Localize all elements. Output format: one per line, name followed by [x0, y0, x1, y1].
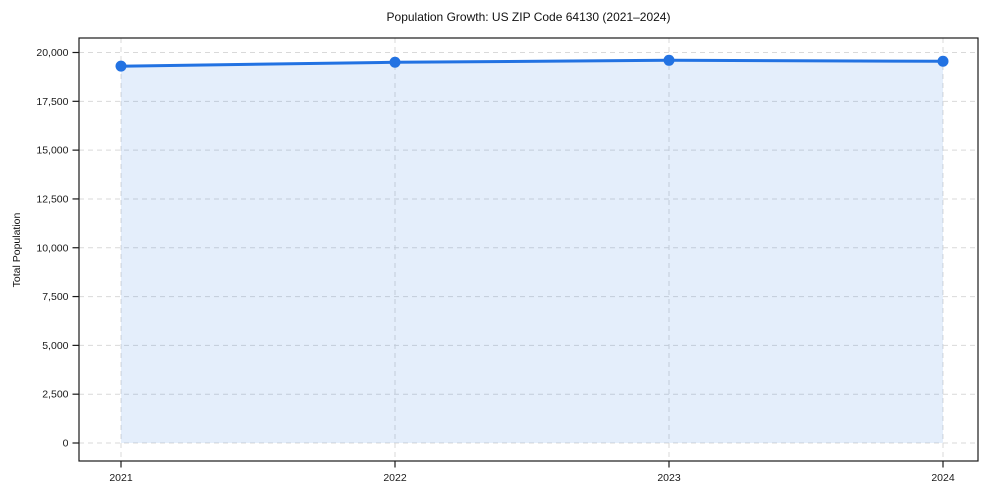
y-tick-label: 15,000: [36, 145, 68, 157]
y-tick-label: 10,000: [36, 242, 68, 254]
y-tick-label: 5,000: [42, 340, 68, 352]
plot-frame: [78, 37, 979, 462]
y-tick-label: 17,500: [36, 96, 68, 108]
area-fill: [121, 60, 943, 444]
y-tick-label: 0: [63, 438, 69, 450]
data-point-2024: [937, 55, 949, 67]
data-point-2023: [663, 54, 675, 66]
x-tick-label: 2022: [383, 472, 407, 484]
x-tick-label: 2021: [109, 472, 133, 484]
data-point-2022: [389, 56, 401, 68]
x-tick-label: 2024: [931, 472, 955, 484]
y-tick-label: 20,000: [36, 47, 68, 59]
y-tick-label: 2,500: [42, 389, 68, 401]
y-tick-label: 12,500: [36, 193, 68, 205]
trend-line: [119, 58, 945, 68]
chart-title: Population Growth: US ZIP Code 64130 (20…: [386, 10, 671, 24]
x-tick-label: 2023: [657, 472, 681, 484]
data-point-2021: [115, 60, 127, 72]
y-tick-label: 7,500: [42, 291, 68, 303]
